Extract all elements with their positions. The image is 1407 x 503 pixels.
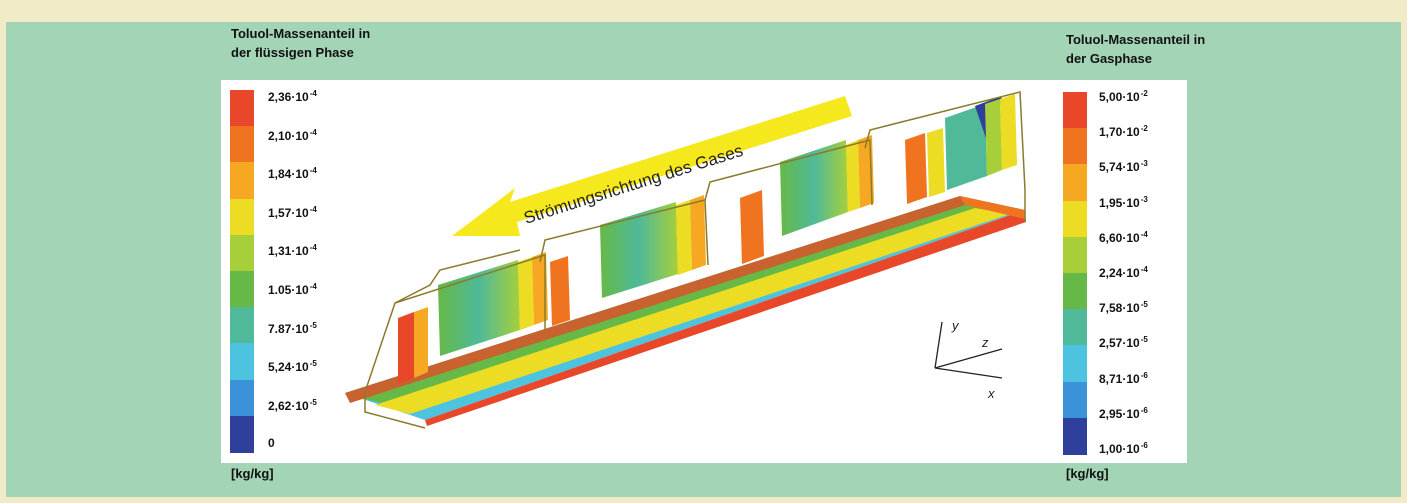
left-legend-unit: [kg/kg] xyxy=(231,466,274,481)
gas-chamber-4 xyxy=(905,94,1017,204)
chamber-1-strip-red xyxy=(398,312,414,384)
gas-chambers xyxy=(398,94,1017,384)
left-legend-color-segment xyxy=(230,162,254,200)
right-legend-scale-label: 6,60·10-4 xyxy=(1099,229,1148,245)
chamber-4-strip-yellow xyxy=(927,128,945,197)
left-legend-scale-label: 1,57·10-4 xyxy=(268,204,317,220)
chamber-1-strip-orange xyxy=(414,307,428,378)
axis-triad xyxy=(934,321,1003,379)
chamber-2-gas-field xyxy=(600,202,678,298)
left-legend-color-segment xyxy=(230,90,254,127)
wire-chamber-4 xyxy=(864,91,1026,191)
gas-chamber-1 xyxy=(398,252,548,384)
chamber-1-gas-field xyxy=(438,260,520,356)
left-color-bar xyxy=(230,90,254,453)
right-legend-scale-label: 7,58·10-5 xyxy=(1099,300,1148,316)
liquid-channel xyxy=(345,196,1026,426)
chamber-4-gas-field xyxy=(945,104,987,190)
right-legend-color-segment xyxy=(1063,345,1087,383)
axis-x-label: x xyxy=(987,386,995,401)
left-legend-scale-label: 5,24·10-5 xyxy=(268,359,317,375)
flow-direction-label: Strömungsrichtung des Gases xyxy=(521,141,745,228)
right-legend-scale-label: 5,74·10-3 xyxy=(1099,159,1148,175)
right-legend-color-segment xyxy=(1063,309,1087,347)
left-legend-scale-label: 2,10·10-4 xyxy=(268,127,317,143)
right-legend-scale-label: 2,57·10-5 xyxy=(1099,335,1148,351)
left-legend-color-segment xyxy=(230,379,254,417)
right-legend-color-segment xyxy=(1063,236,1087,274)
right-legend-scale-label: 1,00·10-6 xyxy=(1099,441,1148,456)
left-legend-color-segment xyxy=(230,415,254,453)
flow-arrow-shape xyxy=(452,96,852,236)
left-legend-title: Toluol-Massenanteil in der flüssigen Pha… xyxy=(231,24,370,62)
right-legend-scale-label: 5,00·10-2 xyxy=(1099,89,1148,104)
chamber-2-strip-orange-2 xyxy=(690,195,706,270)
right-legend-color-segment xyxy=(1063,273,1087,310)
right-legend-color-segment xyxy=(1063,200,1087,238)
channel-end xyxy=(960,196,1025,219)
wire-chamber-1-top xyxy=(394,249,521,304)
chamber-3-strip-yellow xyxy=(846,140,860,212)
right-legend-scale-label: 8,71·10-6 xyxy=(1099,370,1148,386)
left-legend-scale-label: 2,62·10-5 xyxy=(268,397,317,413)
right-legend-scale-label: 1,95·10-3 xyxy=(1099,194,1148,210)
gas-chamber-3 xyxy=(740,135,874,264)
left-legend-color-segment xyxy=(230,126,254,164)
axis-x-line xyxy=(934,367,1003,379)
left-legend-scale-label: 7.87·10-5 xyxy=(268,320,317,336)
right-legend-title-line2: der Gasphase xyxy=(1066,51,1152,66)
left-legend-scale-label: 2,36·10-4 xyxy=(268,89,317,104)
channel-wall-top xyxy=(345,196,965,403)
right-legend-scale-label: 1,70·10-2 xyxy=(1099,124,1148,140)
left-legend-title-line2: der flüssigen Phase xyxy=(231,45,354,60)
chamber-2-strip-yellow xyxy=(676,200,692,275)
right-legend-color-segment xyxy=(1063,128,1087,166)
left-legend-color-segment xyxy=(230,198,254,236)
right-legend-color-segment xyxy=(1063,92,1087,129)
channel-wall-front xyxy=(425,210,1026,426)
chamber-2-strip-orange xyxy=(550,256,570,326)
left-legend-color-segment xyxy=(230,307,254,345)
left-legend-color-segment xyxy=(230,271,254,308)
chamber-1-strip-orange-2 xyxy=(532,252,548,325)
left-legend-scale-label: 0 xyxy=(268,436,275,451)
chamber-4-strip-green xyxy=(985,99,1002,176)
axis-y-label: y xyxy=(951,318,960,333)
right-legend-title-line1: Toluol-Massenanteil in xyxy=(1066,32,1206,47)
right-legend-color-segment xyxy=(1063,164,1087,202)
right-legend-color-segment xyxy=(1063,417,1087,455)
axis-z-label: z xyxy=(981,335,989,350)
wire-chamber-1 xyxy=(364,253,546,393)
right-legend-scale-label: 2,95·10-6 xyxy=(1099,405,1148,421)
right-legend-title: Toluol-Massenanteil in der Gasphase xyxy=(1066,30,1205,68)
axis-y-line xyxy=(934,321,943,369)
right-legend-scale-label: 2,24·10-4 xyxy=(1099,265,1148,280)
wireframe xyxy=(364,91,1026,429)
wire-chamber-2 xyxy=(539,199,709,266)
left-legend-color-segment xyxy=(230,343,254,381)
left-legend-scale-label: 1.05·10-4 xyxy=(268,282,317,297)
left-legend-title-line1: Toluol-Massenanteil in xyxy=(231,26,371,41)
right-legend-unit: [kg/kg] xyxy=(1066,466,1109,481)
chamber-3-gas-field xyxy=(780,140,848,236)
channel-band-yellow xyxy=(375,208,1010,414)
chamber-3-strip-orange xyxy=(740,190,764,264)
left-legend-scale-label: 1,31·10-4 xyxy=(268,243,317,259)
right-color-bar xyxy=(1063,92,1087,455)
chamber-4-strip-orange xyxy=(905,133,927,204)
left-legend-color-segment xyxy=(230,234,254,272)
axis-z-line xyxy=(934,348,1003,369)
gas-chamber-2 xyxy=(550,195,706,326)
wire-inlet xyxy=(364,392,426,429)
left-legend-scale-label: 1,84·10-4 xyxy=(268,166,317,182)
chamber-1-strip-yellow xyxy=(518,257,534,330)
right-legend-color-segment xyxy=(1063,381,1087,419)
wire-chamber-3 xyxy=(704,139,873,206)
chamber-4-strip-yellow-2 xyxy=(1000,94,1017,170)
